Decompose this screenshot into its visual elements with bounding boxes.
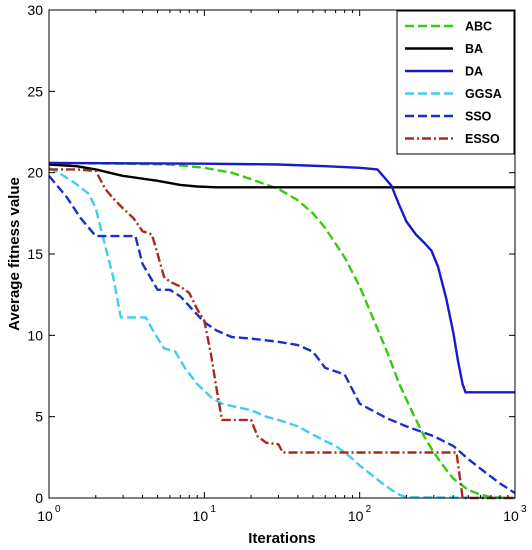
series-line-abc [48, 161, 516, 500]
y-tick-label: 0 [35, 490, 43, 506]
legend-label-ba: BA [465, 42, 483, 56]
series-line-ba [48, 163, 515, 189]
series-line-sso [48, 175, 516, 495]
series-layer [48, 161, 516, 500]
y-tick-label: 30 [27, 2, 43, 18]
y-axis-title: Average fitness value [6, 177, 23, 331]
x-tick-label: 10 [503, 508, 519, 524]
legend-label-esso: ESSO [465, 132, 500, 146]
series-line-esso [49, 168, 515, 500]
x-tick-label: 10 [348, 508, 364, 524]
x-tick-exponent: 2 [366, 504, 372, 515]
x-tick-exponent: 1 [210, 504, 216, 515]
series-line-da [48, 161, 515, 394]
y-tick-label: 20 [27, 165, 43, 181]
y-tick-label: 10 [27, 327, 43, 343]
legend: ABC BA DA GGSA SSO ESSO [396, 10, 515, 155]
x-tick-exponent: 0 [55, 504, 61, 515]
x-tick-exponent: 3 [521, 504, 527, 515]
y-tick-label: 5 [35, 409, 43, 425]
legend-label-da: DA [465, 65, 483, 79]
x-axis-title: Iterations [248, 530, 316, 547]
x-tick-label: 10 [37, 508, 53, 524]
legend-label-sso: SSO [465, 110, 492, 124]
legend-box [396, 10, 515, 155]
legend-label-ggsa: GGSA [465, 87, 502, 101]
x-tick-label: 10 [193, 508, 209, 524]
y-tick-label: 25 [27, 83, 43, 99]
y-tick-label: 15 [27, 246, 43, 262]
series-line-ggsa [48, 166, 516, 500]
legend-label-abc: ABC [465, 20, 492, 34]
